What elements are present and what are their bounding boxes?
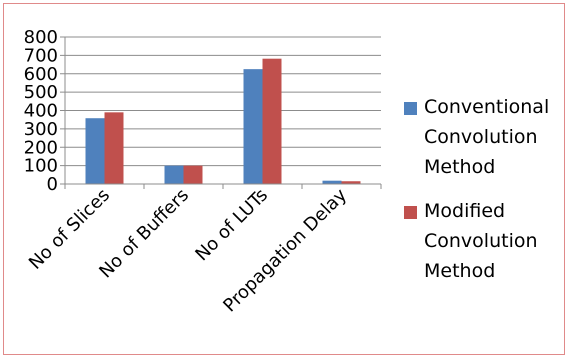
legend-swatch-conventional [404, 102, 417, 115]
y-tick-label: 0 [47, 174, 58, 195]
y-tick-label: 400 [24, 101, 58, 122]
y-tick-label: 800 [24, 27, 58, 48]
bar-conventional [164, 165, 184, 184]
y-tick-label: 100 [24, 156, 58, 177]
bar-modified [262, 58, 282, 185]
y-tick-label: 200 [24, 137, 58, 158]
bar-modified [183, 165, 203, 184]
bar-conventional [243, 69, 263, 184]
y-tick-label: 600 [24, 64, 58, 85]
bar-modified [341, 181, 361, 184]
bars [85, 58, 361, 185]
legend-item-conventional: Conventional Convolution Method [402, 92, 562, 182]
x-category-label: No of LUTs [191, 185, 272, 266]
bar-conventional [85, 118, 105, 184]
legend: Conventional Convolution Method Modified… [402, 92, 562, 300]
bar-modified [104, 112, 124, 184]
legend-label-modified: Modified Convolution Method [424, 200, 538, 282]
y-tick-label: 300 [24, 119, 58, 140]
bar-conventional [322, 180, 342, 184]
chart-frame: 0 100 200 300 400 500 600 700 800 No of Slices No… [3, 3, 565, 355]
y-tick-label: 700 [24, 45, 58, 66]
legend-label-conventional: Conventional Convolution Method [424, 96, 550, 178]
y-tick-label: 500 [24, 82, 58, 103]
legend-item-modified: Modified Convolution Method [402, 196, 562, 286]
x-category-label: No of Slices [25, 185, 114, 274]
legend-swatch-modified [404, 206, 417, 219]
